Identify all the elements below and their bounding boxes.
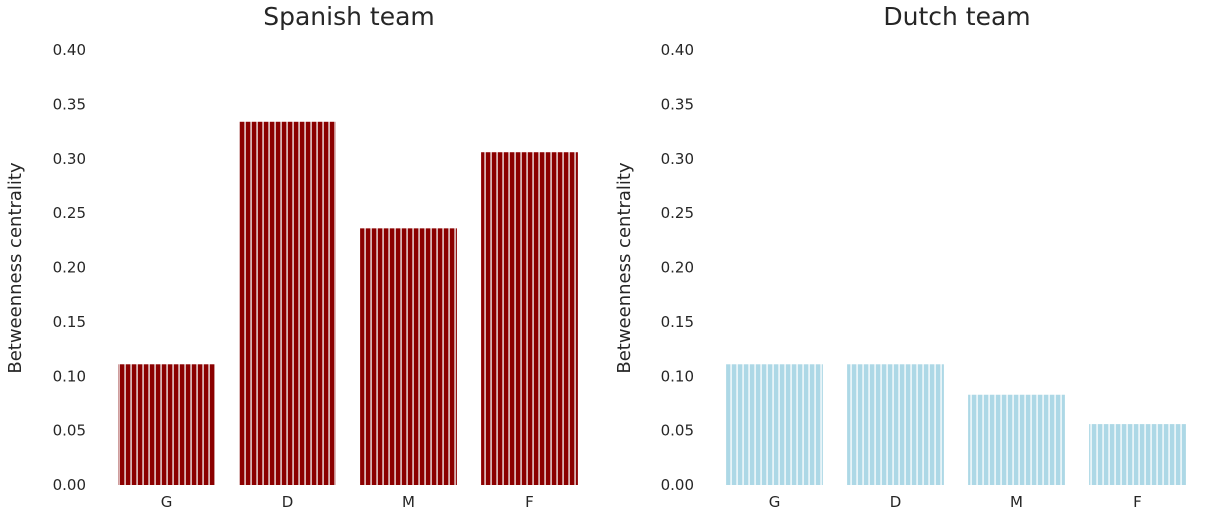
y-tick-label: 0.35 xyxy=(661,95,694,113)
x-tick-label: D xyxy=(282,493,294,511)
x-tick-label: M xyxy=(402,493,415,511)
bar-g xyxy=(726,364,823,485)
y-tick-label: 0.30 xyxy=(661,150,694,168)
y-axis-label-spanish: Betweenness centrality xyxy=(5,162,26,374)
bars-spanish xyxy=(118,121,578,486)
panel-spanish: Spanish team Betweenness centrality 0.00… xyxy=(5,2,578,511)
bar-d xyxy=(239,121,336,486)
y-tick-label: 0.40 xyxy=(53,41,86,59)
x-tick-label: F xyxy=(1133,493,1142,511)
chart-title-spanish: Spanish team xyxy=(263,2,435,31)
y-tick-label: 0.10 xyxy=(53,367,86,385)
bar-g xyxy=(118,364,215,485)
y-tick-label: 0.10 xyxy=(661,367,694,385)
y-tick-label: 0.05 xyxy=(53,422,86,440)
bar-m xyxy=(360,228,457,485)
x-tick-label: D xyxy=(890,493,902,511)
bar-m xyxy=(968,394,1065,485)
y-ticks-dutch: 0.00 0.05 0.10 0.15 0.20 0.25 0.30 0.35 0.40 xyxy=(661,41,694,494)
y-tick-label: 0.30 xyxy=(53,150,86,168)
y-tick-label: 0.20 xyxy=(53,259,86,277)
y-tick-label: 0.25 xyxy=(53,204,86,222)
y-tick-label: 0.15 xyxy=(661,313,694,331)
bar-d xyxy=(847,364,944,485)
y-tick-label: 0.00 xyxy=(53,476,86,494)
y-tick-label: 0.00 xyxy=(661,476,694,494)
x-tick-label: F xyxy=(525,493,534,511)
bar-f xyxy=(1089,424,1186,485)
y-tick-label: 0.20 xyxy=(661,259,694,277)
x-tick-label: M xyxy=(1010,493,1023,511)
y-ticks-spanish: 0.00 0.05 0.10 0.15 0.20 0.25 0.30 0.35 0.40 xyxy=(53,41,86,494)
x-tick-label: G xyxy=(769,493,781,511)
y-axis-label-dutch: Betweenness centrality xyxy=(614,162,635,374)
y-tick-label: 0.05 xyxy=(661,422,694,440)
y-tick-label: 0.35 xyxy=(53,95,86,113)
y-tick-label: 0.25 xyxy=(661,204,694,222)
y-tick-label: 0.15 xyxy=(53,313,86,331)
y-tick-label: 0.40 xyxy=(661,41,694,59)
bar-f xyxy=(481,152,578,485)
x-tick-label: G xyxy=(161,493,173,511)
panel-dutch: Dutch team Betweenness centrality 0.000.… xyxy=(614,2,1186,511)
bars-dutch xyxy=(726,364,1186,485)
chart-title-dutch: Dutch team xyxy=(883,2,1030,31)
